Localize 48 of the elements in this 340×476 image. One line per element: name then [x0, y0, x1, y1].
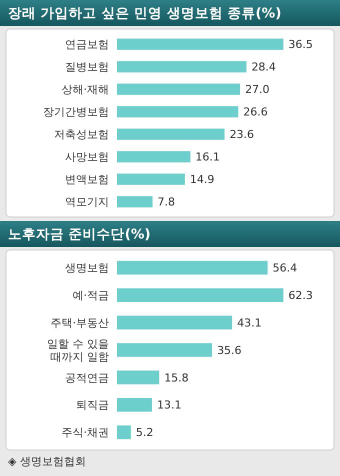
y-tick-label: 질병보험 [65, 60, 109, 74]
y-tick-label: 장기간병보험 [43, 106, 109, 119]
bar [117, 84, 240, 95]
chart-title: 장래 가입하고 싶은 민영 생명보험 종류(%) [8, 6, 282, 22]
text: ◈ 생명보험협회 [8, 455, 86, 468]
y-tick-label: 연금보험 [65, 38, 109, 52]
data-label: 7.8 [158, 196, 176, 209]
bar [117, 151, 190, 162]
data-label: 5.2 [136, 426, 154, 440]
bar [117, 106, 238, 118]
bar [117, 260, 268, 275]
chart-title: 노후자금 준비수단(%) [8, 226, 151, 243]
bar [117, 370, 160, 384]
y-tick-label: 주식·채권 [62, 426, 109, 440]
bar [117, 316, 232, 330]
data-label: 62.3 [288, 288, 313, 302]
bar [117, 398, 152, 412]
y-tick-label: 예·적금 [72, 288, 109, 302]
y-tick-label: 상해·재해 [62, 83, 109, 96]
data-label: 27.0 [245, 83, 270, 96]
bar [117, 196, 153, 208]
data-label: 13.1 [156, 398, 182, 412]
bar [117, 288, 284, 302]
bar [117, 38, 284, 50]
bar [117, 174, 185, 185]
y-tick-label: 퇴직금 [76, 398, 109, 412]
data-label: 35.6 [217, 344, 242, 357]
bar [117, 425, 131, 440]
data-label: 56.4 [272, 262, 298, 275]
data-label: 15.8 [164, 371, 189, 384]
data-label: 26.6 [243, 106, 268, 119]
bar [117, 61, 246, 72]
y-tick-label: 저축성보험 [54, 128, 109, 142]
data-label: 23.6 [230, 128, 254, 142]
data-label: 43.1 [237, 316, 262, 330]
data-label: 16.1 [195, 150, 220, 164]
data-label: 36.5 [288, 38, 313, 52]
y-tick-label: 공적연금 [65, 371, 109, 384]
y-tick-label: 생명보험 [65, 262, 109, 275]
data-label: 28.4 [251, 60, 276, 74]
y-tick-label: 사망보험 [65, 150, 109, 164]
bar [117, 128, 225, 140]
y-tick-label: 주택·부동산 [50, 316, 109, 330]
y-tick-label: 역모기지 [65, 196, 109, 209]
data-label: 14.9 [190, 173, 214, 186]
bar [117, 343, 212, 357]
y-tick-label: 일할 수 있을 때까지 일함 [47, 337, 109, 364]
y-tick-label: 변액보험 [65, 173, 109, 186]
